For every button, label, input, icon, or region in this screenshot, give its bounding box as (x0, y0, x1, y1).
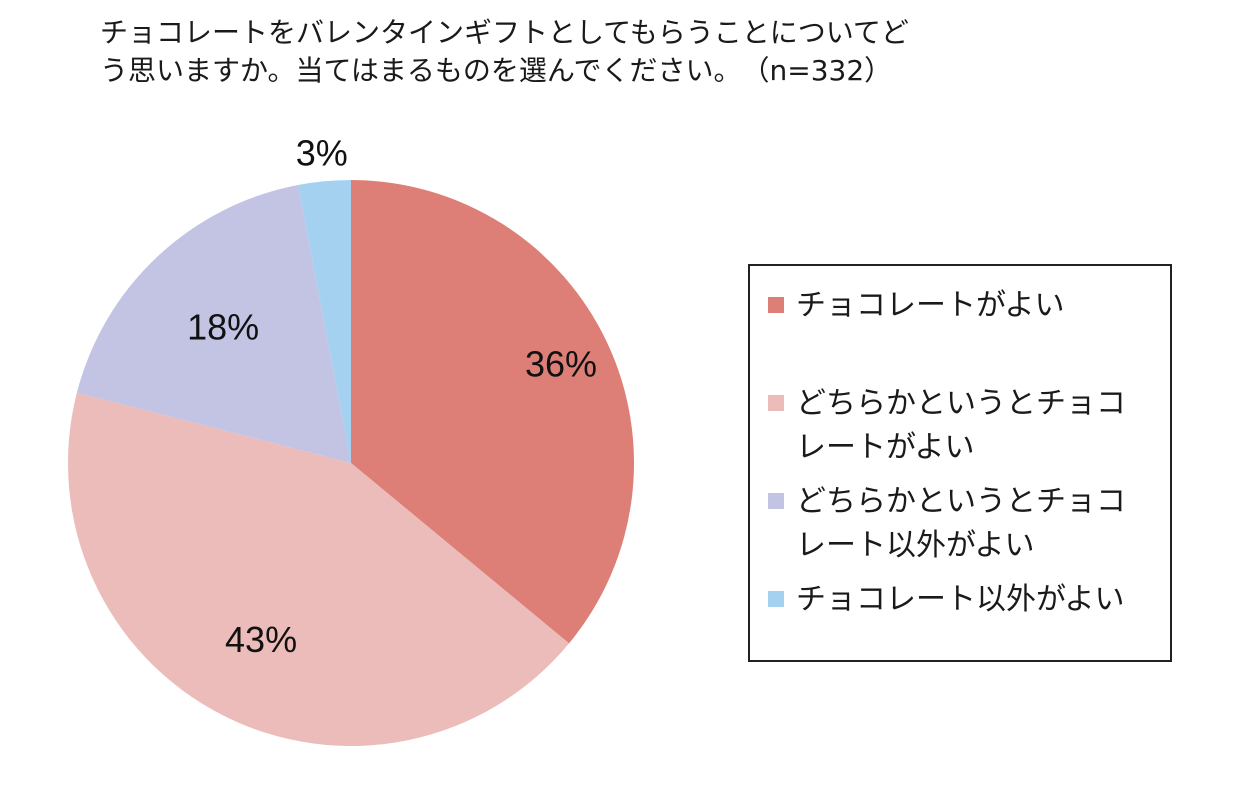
legend-swatch-other-good (768, 591, 784, 607)
pie-slice-rather-choco (68, 392, 570, 746)
legend-label-line: レート以外がよい (796, 528, 1035, 563)
legend-swatch-rather-choco (768, 395, 784, 411)
legend-label-line: どちらかというとチョコ (796, 484, 1126, 519)
pie-label-choco-good: 36% (525, 344, 597, 385)
legend-swatch-rather-other (768, 493, 784, 509)
chart-title-line-1: チョコレートをバレンタインギフトとしてもらうことについてど (100, 16, 909, 49)
legend-label-line: レートがよい (796, 430, 975, 465)
legend-label-other-good: チョコレート以外がよい (796, 578, 1146, 622)
chart-title: チョコレートをバレンタインギフトとしてもらうことについてど う思いますか。当ては… (100, 14, 1080, 90)
legend-label-choco-good: チョコレートがよい (796, 284, 1146, 328)
legend-label-line: チョコレート以外がよい (796, 582, 1125, 617)
chart-title-line-2: う思いますか。当てはまるものを選んでください。 （n=332） (100, 54, 893, 87)
pie-slice-other-good (297, 180, 351, 463)
pie-label-rather-other: 18% (187, 306, 259, 347)
pie-slice-rather-other (76, 185, 352, 464)
legend: チョコレートがよい どちらかというとチョコ レートがよい どちらかというとチョコ… (748, 264, 1172, 662)
pie-label-rather-choco: 43% (225, 619, 297, 660)
legend-label-rather-other: どちらかというとチョコ レート以外がよい (796, 480, 1146, 568)
pie-chart: 36% 43% 18% 3% (68, 133, 634, 746)
pie-slice-choco-good (351, 180, 634, 644)
pie-label-other-good: 3% (296, 133, 348, 174)
legend-swatch-choco-good (768, 297, 784, 313)
legend-label-line: チョコレートがよい (796, 288, 1065, 323)
legend-label-line: どちらかというとチョコ (796, 386, 1126, 421)
legend-label-rather-choco: どちらかというとチョコ レートがよい (796, 382, 1146, 470)
